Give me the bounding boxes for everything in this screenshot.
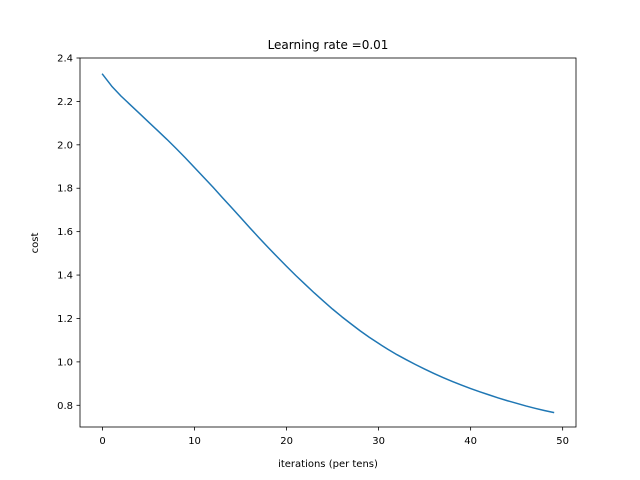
chart-title: Learning rate =0.01 [268,38,389,52]
x-axis-label: iterations (per tens) [278,459,378,470]
y-axis-label: cost [30,233,41,254]
y-tick-label: 1.6 [57,227,73,238]
axes-frame [79,57,577,428]
x-tick-label: 10 [188,436,201,447]
y-tick-label: 1.0 [57,357,73,368]
plot-area: 0 10 20 30 40 50 0.8 1.0 1.2 1.4 1.6 1.8 2.0 2.2 2.4 [57,54,577,447]
y-tick-label: 0.8 [57,401,73,412]
x-tick-label: 30 [372,436,385,447]
y-tick-label: 1.2 [57,314,73,325]
x-tick-label: 20 [280,436,293,447]
x-tick-label: 50 [556,436,569,447]
y-tick-label: 2.4 [57,54,73,65]
x-tick-label: 0 [99,436,105,447]
y-tick-label: 1.8 [57,184,73,195]
y-tick-label: 2.2 [57,97,73,108]
y-tick-label: 1.4 [57,271,73,282]
series-line-0 [101,73,555,414]
x-tick-label: 40 [464,436,477,447]
y-tick-label: 2.0 [57,140,73,151]
